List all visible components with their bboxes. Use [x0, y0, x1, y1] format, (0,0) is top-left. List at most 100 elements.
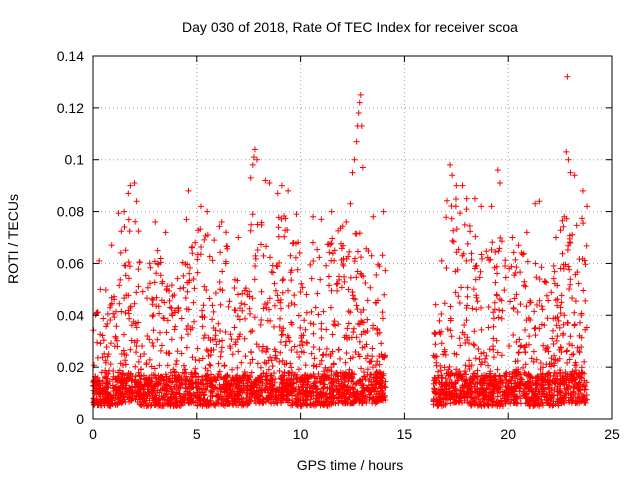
data-point	[230, 402, 237, 409]
data-point	[226, 382, 233, 389]
data-point	[510, 332, 517, 339]
data-point	[560, 321, 567, 328]
data-point	[280, 276, 287, 283]
data-point	[131, 300, 138, 307]
data-point	[529, 379, 536, 386]
data-point	[151, 258, 158, 265]
data-point	[457, 372, 464, 379]
data-point	[266, 392, 273, 399]
data-point	[182, 381, 189, 388]
data-point	[531, 325, 538, 332]
data-point	[583, 379, 590, 386]
data-point	[576, 379, 583, 386]
data-point	[571, 321, 578, 328]
data-point	[274, 386, 281, 393]
data-point	[103, 369, 110, 376]
data-point	[133, 343, 140, 350]
data-point	[437, 367, 444, 374]
data-point	[239, 290, 246, 297]
data-point	[313, 386, 320, 393]
data-point	[216, 381, 223, 388]
data-point	[106, 304, 113, 311]
data-point	[353, 390, 360, 397]
data-point	[134, 337, 141, 344]
data-point	[277, 296, 284, 303]
data-point	[544, 315, 551, 322]
data-point	[453, 351, 460, 358]
data-point	[364, 328, 371, 335]
data-point	[548, 355, 555, 362]
data-point	[463, 257, 470, 264]
data-point	[163, 387, 170, 394]
data-point	[545, 297, 552, 304]
data-point	[519, 251, 526, 258]
data-point	[111, 343, 118, 350]
data-point	[332, 322, 339, 329]
data-point	[219, 268, 226, 275]
data-point	[464, 293, 471, 300]
data-point	[483, 396, 490, 403]
data-point	[198, 395, 205, 402]
data-point	[578, 334, 585, 341]
data-point	[432, 341, 439, 348]
y-tick-labels: 0 0.02 0.04 0.06 0.08 0.1 0.12 0.14	[57, 48, 84, 427]
data-point	[498, 238, 505, 245]
data-point	[250, 154, 257, 161]
data-point	[343, 396, 350, 403]
data-point	[526, 402, 533, 409]
data-point	[330, 376, 337, 383]
data-point	[260, 370, 267, 377]
data-point	[332, 400, 339, 407]
data-point	[125, 259, 132, 266]
data-point	[563, 148, 570, 155]
data-point	[275, 224, 282, 231]
data-point	[468, 256, 475, 263]
data-point	[208, 347, 215, 354]
data-point	[571, 172, 578, 179]
data-point	[96, 377, 103, 384]
data-point	[271, 346, 278, 353]
data-point	[492, 279, 499, 286]
data-point	[554, 333, 561, 340]
data-point	[355, 110, 362, 117]
data-point	[163, 287, 170, 294]
data-point	[290, 239, 297, 246]
data-point	[541, 278, 548, 285]
data-point	[554, 357, 561, 364]
data-point	[249, 211, 256, 218]
data-point	[380, 208, 387, 215]
data-point	[516, 336, 523, 343]
data-point	[317, 375, 324, 382]
data-point	[528, 355, 535, 362]
data-point	[493, 399, 500, 406]
data-point	[511, 397, 518, 404]
data-point	[476, 396, 483, 403]
data-point	[285, 303, 292, 310]
data-point	[322, 391, 329, 398]
data-point	[279, 289, 286, 296]
data-point	[167, 369, 174, 376]
data-point	[216, 338, 223, 345]
data-point	[518, 375, 525, 382]
data-point	[310, 213, 317, 220]
data-point	[254, 221, 261, 228]
data-point	[99, 378, 106, 385]
data-point	[499, 379, 506, 386]
data-point	[578, 343, 585, 350]
data-point	[287, 360, 294, 367]
data-point	[316, 346, 323, 353]
data-point	[160, 314, 167, 321]
data-point	[100, 315, 107, 322]
data-point	[246, 395, 253, 402]
data-point	[146, 397, 153, 404]
data-point	[150, 312, 157, 319]
data-point	[464, 336, 471, 343]
data-point	[267, 317, 274, 324]
data-point	[442, 352, 449, 359]
data-point	[522, 283, 529, 290]
data-point	[212, 327, 219, 334]
data-point	[349, 386, 356, 393]
data-point	[223, 229, 230, 236]
data-point	[572, 399, 579, 406]
